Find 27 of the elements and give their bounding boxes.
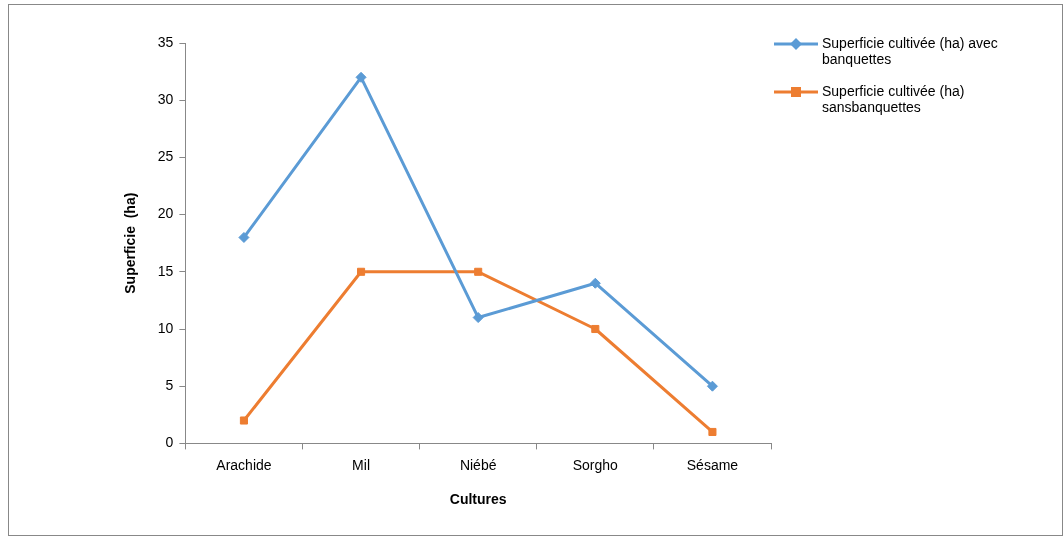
legend-label: Superficie cultivée (ha) avec banquettes [822, 35, 999, 67]
point [357, 267, 366, 276]
point [708, 427, 717, 436]
point [472, 312, 484, 324]
point [589, 277, 601, 289]
point [706, 380, 718, 392]
y-tick-label: 0 [165, 434, 174, 451]
y-tick-label: 20 [157, 205, 174, 222]
x-tick-label: Sésame [686, 456, 739, 473]
point [355, 71, 367, 83]
y-axis-title: Superficie (ha) [122, 192, 139, 294]
x-tick-label: Arachide [216, 456, 272, 473]
y-tick-label: 5 [165, 377, 174, 394]
y-tick-label: 15 [157, 262, 174, 279]
x-axis-title: Cultures [449, 491, 507, 508]
point [591, 324, 600, 334]
y-tick-label: 30 [157, 91, 174, 108]
x-tick-label: Mil [352, 456, 371, 473]
point [474, 267, 483, 276]
y-tick-label: 35 [157, 33, 174, 50]
point [239, 416, 248, 425]
y-tick-label: 25 [157, 148, 174, 165]
y-tick-label: 10 [157, 319, 174, 336]
point [238, 231, 250, 243]
x-tick-label: Niébé [459, 456, 497, 473]
x-tick-label: Sorgho [572, 456, 619, 473]
legend-label: Superficie cultivée (ha) sansbanquettes [822, 83, 966, 115]
